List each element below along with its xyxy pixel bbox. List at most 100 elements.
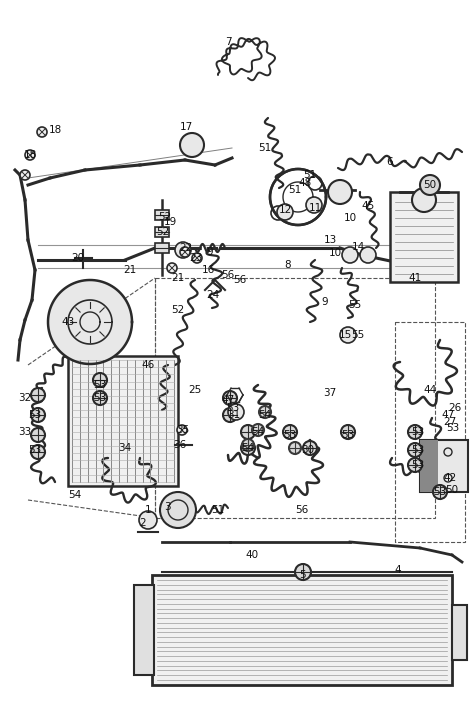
- Circle shape: [341, 425, 355, 439]
- Circle shape: [160, 492, 196, 528]
- Text: 18: 18: [23, 150, 36, 160]
- Text: 6: 6: [387, 157, 393, 167]
- Text: 53: 53: [283, 430, 297, 440]
- Circle shape: [93, 373, 107, 387]
- Circle shape: [223, 391, 237, 405]
- Circle shape: [180, 133, 204, 157]
- Text: 25: 25: [188, 385, 201, 395]
- Bar: [420, 440, 438, 492]
- Circle shape: [433, 485, 447, 499]
- Text: 20: 20: [72, 253, 84, 263]
- Text: 7: 7: [225, 37, 231, 47]
- Circle shape: [420, 175, 440, 195]
- Text: 18: 18: [48, 125, 62, 135]
- Circle shape: [252, 424, 264, 436]
- Circle shape: [20, 170, 30, 180]
- Circle shape: [242, 439, 254, 451]
- Text: 26: 26: [448, 403, 462, 413]
- Circle shape: [241, 441, 255, 455]
- Text: 12: 12: [278, 205, 292, 215]
- Circle shape: [259, 406, 271, 418]
- Text: 15: 15: [338, 330, 352, 340]
- Text: 8: 8: [285, 260, 292, 270]
- Text: 56: 56: [295, 505, 309, 515]
- Text: 53: 53: [411, 460, 425, 470]
- Circle shape: [289, 442, 301, 454]
- Text: 21: 21: [123, 265, 137, 275]
- Text: 27: 27: [443, 417, 456, 427]
- Circle shape: [295, 564, 311, 580]
- Bar: [152, 575, 452, 685]
- Bar: [452, 605, 467, 660]
- Text: 45: 45: [361, 201, 374, 211]
- Bar: [155, 210, 169, 220]
- Bar: [134, 585, 154, 675]
- Circle shape: [167, 263, 177, 273]
- Text: 9: 9: [322, 297, 328, 307]
- Text: 55: 55: [348, 300, 362, 310]
- Text: 52: 52: [172, 305, 185, 315]
- Text: 55: 55: [351, 330, 365, 340]
- Text: 41: 41: [409, 273, 422, 283]
- Text: 53: 53: [93, 393, 107, 403]
- Text: 54: 54: [258, 410, 272, 420]
- Circle shape: [328, 180, 352, 204]
- Bar: [68, 356, 178, 486]
- Text: 52: 52: [158, 212, 172, 222]
- Text: 31: 31: [228, 410, 241, 420]
- Text: 33: 33: [18, 427, 32, 437]
- Text: 17: 17: [179, 122, 192, 132]
- Text: 46: 46: [141, 360, 155, 370]
- Text: 42: 42: [443, 473, 456, 483]
- Circle shape: [342, 247, 358, 263]
- Text: 22: 22: [179, 243, 192, 253]
- Text: 3: 3: [164, 502, 170, 512]
- Text: 9: 9: [207, 247, 213, 257]
- Circle shape: [31, 388, 45, 402]
- Text: 37: 37: [323, 388, 337, 398]
- Text: 53: 53: [227, 403, 240, 413]
- Text: 43: 43: [61, 317, 74, 327]
- Text: 53: 53: [411, 427, 425, 437]
- Bar: [390, 192, 458, 282]
- Text: 51: 51: [258, 143, 272, 153]
- Bar: [155, 227, 169, 237]
- Circle shape: [228, 404, 244, 420]
- Text: 48: 48: [298, 178, 311, 188]
- Text: 5: 5: [300, 570, 306, 580]
- Text: 44: 44: [423, 385, 437, 395]
- Text: 53: 53: [93, 380, 107, 390]
- Text: 19: 19: [164, 217, 177, 227]
- Circle shape: [283, 425, 297, 439]
- Circle shape: [175, 242, 191, 258]
- Text: 54: 54: [68, 490, 82, 500]
- Text: 32: 32: [18, 393, 32, 403]
- Text: 10: 10: [344, 213, 356, 223]
- Text: 51: 51: [303, 170, 317, 180]
- Text: 50: 50: [446, 485, 458, 495]
- Text: 51: 51: [288, 185, 301, 195]
- Text: 53: 53: [28, 410, 42, 420]
- Text: 54: 54: [251, 427, 264, 437]
- Text: 53: 53: [341, 430, 355, 440]
- Bar: [395, 322, 465, 542]
- Text: 10: 10: [328, 248, 342, 258]
- Text: 14: 14: [351, 242, 365, 252]
- Text: 23: 23: [190, 253, 202, 263]
- Text: 11: 11: [309, 203, 322, 213]
- Text: 56: 56: [233, 275, 246, 285]
- Text: 53: 53: [447, 423, 460, 433]
- Text: 21: 21: [172, 273, 185, 283]
- Circle shape: [31, 445, 45, 459]
- Text: 51: 51: [211, 505, 225, 515]
- Text: 36: 36: [173, 440, 187, 450]
- Polygon shape: [48, 280, 132, 364]
- Text: 53: 53: [28, 445, 42, 455]
- Circle shape: [180, 247, 190, 257]
- Circle shape: [177, 425, 187, 435]
- Circle shape: [408, 425, 422, 439]
- Text: 16: 16: [201, 265, 215, 275]
- Text: 53: 53: [433, 487, 447, 497]
- Text: 52: 52: [156, 227, 170, 237]
- Bar: [155, 243, 169, 253]
